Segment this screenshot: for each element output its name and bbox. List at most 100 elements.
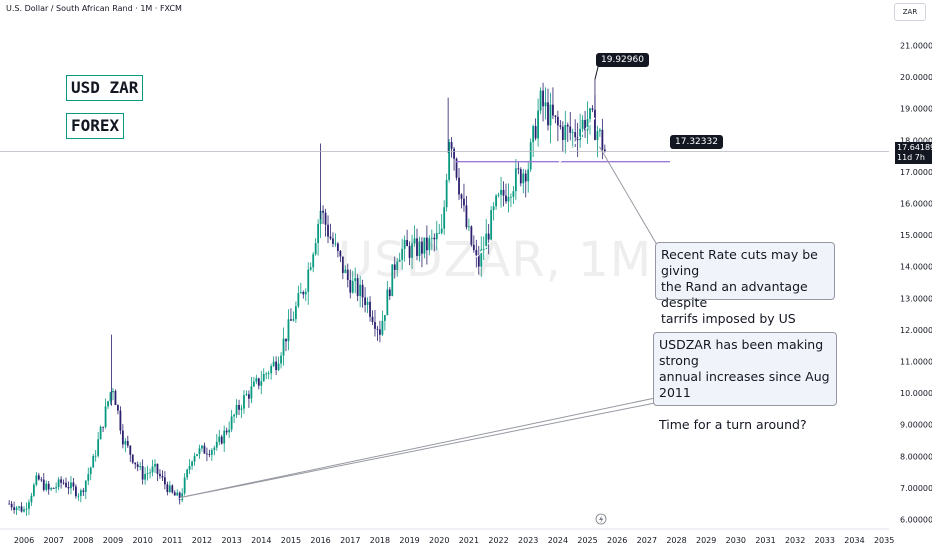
candle-body (443, 207, 446, 229)
candle-body (240, 408, 243, 410)
candle-body (364, 297, 366, 305)
candle-body (341, 256, 344, 273)
currency-badge[interactable]: ZAR (894, 3, 926, 21)
candle-body (75, 486, 77, 497)
time-tick-label: 2029 (696, 536, 716, 545)
candle-body (55, 487, 58, 489)
candle-body (598, 129, 601, 132)
candle-body (472, 244, 475, 250)
candle-body (134, 462, 137, 465)
candle-body (225, 430, 228, 433)
candle-body (421, 241, 423, 254)
symbol-watermark: USDZAR, 1M (338, 232, 653, 288)
time-tick-label: 2034 (844, 536, 864, 545)
time-tick-label: 2033 (815, 536, 835, 545)
candle-body (344, 269, 347, 273)
candle-body (596, 131, 599, 140)
candle-body (465, 205, 468, 228)
candle-body (250, 386, 253, 399)
candle-body (514, 168, 517, 192)
candle-body (460, 194, 463, 199)
time-tick-label: 2006 (14, 536, 34, 545)
candle-body (257, 378, 260, 386)
candle-body (87, 474, 90, 481)
candle-body (411, 243, 413, 258)
candle-body (57, 479, 60, 488)
price-tick-label: 9.00000 (900, 421, 932, 430)
candle-body (435, 233, 438, 240)
candle-body (403, 239, 406, 249)
candle-body (287, 319, 290, 342)
candle-body (151, 466, 154, 473)
candle-body (79, 490, 82, 496)
candle-body (490, 210, 493, 240)
candle-body (297, 293, 300, 307)
time-tick-label: 2009 (103, 536, 123, 545)
candle-body (453, 148, 455, 159)
candle-body (356, 278, 359, 296)
candle-body (285, 338, 287, 342)
candle-body (398, 259, 401, 262)
drawings (0, 66, 889, 525)
candle-body (183, 477, 186, 494)
candle-body (564, 124, 567, 140)
level-price-label[interactable]: 17.32332 (670, 135, 723, 149)
candle-body (477, 255, 480, 267)
candle-body (547, 102, 549, 126)
candle-body (556, 116, 559, 126)
candle-body (20, 506, 23, 512)
time-tick-label: 2030 (726, 536, 746, 545)
candle-body (18, 506, 20, 508)
candle-body (522, 173, 525, 184)
candle-body (35, 475, 38, 485)
candle-body (487, 233, 490, 240)
price-tick-label: 12.00000 (900, 326, 932, 335)
candle-body (440, 228, 443, 233)
candle-body (361, 284, 364, 298)
candle-body (581, 119, 584, 129)
candle-body (552, 104, 554, 116)
candle-body (272, 361, 275, 367)
event-icon (595, 513, 607, 525)
symbol-title[interactable]: U.S. Dollar / South African Rand · 1M · … (6, 4, 182, 13)
candle-body (381, 320, 384, 335)
candle-body (206, 453, 208, 455)
time-tick-label: 2025 (577, 536, 597, 545)
candle-body (99, 426, 102, 440)
time-tick-label: 2018 (370, 536, 390, 545)
rate-cuts-callout[interactable]: Recent Rate cuts may be giving the Rand … (655, 242, 835, 326)
time-tick-label: 2013 (221, 536, 241, 545)
candle-body (141, 466, 144, 480)
candle-body (468, 226, 470, 228)
market-tag[interactable]: FOREX (66, 113, 125, 139)
candle-body (294, 306, 297, 320)
time-tick-label: 2010 (132, 536, 152, 545)
high-price-label[interactable]: 19.92960 (596, 53, 649, 67)
candle-body (188, 466, 191, 470)
candle-body (15, 507, 18, 511)
candle-body (121, 430, 124, 445)
candle-body (371, 316, 374, 323)
candle-body (210, 450, 213, 455)
time-tick-label: 2031 (755, 536, 775, 545)
candle-body (574, 132, 577, 138)
candle-body (314, 243, 317, 255)
current-price-label[interactable]: 17.64189 11d 7h (895, 142, 932, 164)
candle-body (42, 479, 45, 490)
candle-body (433, 237, 436, 240)
candle-body (497, 194, 500, 196)
price-tick-label: 14.00000 (900, 263, 932, 272)
candle-body (267, 373, 270, 375)
time-tick-label: 2017 (340, 536, 360, 545)
annual-increase-callout[interactable]: USDZAR has been making strong annual inc… (653, 332, 837, 432)
candle-body (238, 404, 240, 410)
price-tick-label: 10.00000 (900, 389, 932, 398)
candle-body (480, 249, 483, 267)
candle-body (571, 132, 574, 133)
candle-body (171, 485, 174, 493)
pair-tag[interactable]: USD ZAR (66, 75, 144, 101)
candle-body (327, 224, 329, 237)
candle-body (114, 391, 117, 406)
candle-body (359, 284, 362, 296)
